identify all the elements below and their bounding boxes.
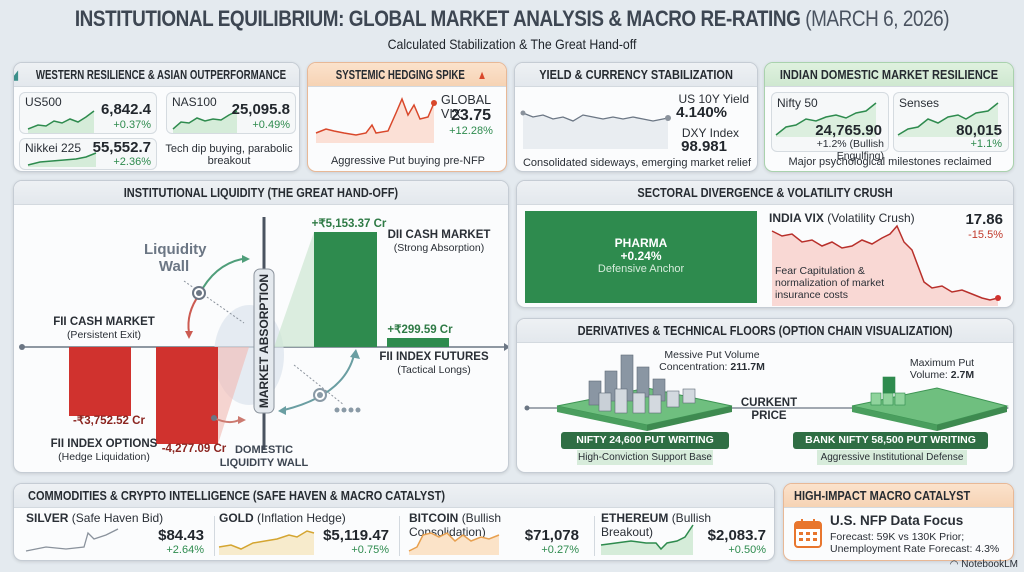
- current-price-label: CURKENT PRICE: [740, 397, 798, 422]
- page-title: INSTITUTIONAL EQUILIBRIUM: GLOBAL MARKET…: [74, 6, 950, 31]
- nifty-floor-badge: NIFTY 24,600 PUT WRITING FLOOR: [561, 432, 729, 463]
- sensex-sparkline: [897, 102, 999, 137]
- divider: [214, 516, 215, 556]
- western-note: Tech dip buying, parabolic breakout: [165, 143, 293, 167]
- nifty-volume-note: Messive Put Volume Concentration: 211.7M: [659, 349, 765, 373]
- sectoral-divergence-panel: SECTORAL DIVERGENCE & VOLATILITY CRUSH P…: [516, 180, 1014, 308]
- fii-options-value: -4,277.09 Cr: [161, 443, 227, 455]
- nas100-sparkline: [172, 110, 238, 133]
- catalyst-details: Forecast: 59K vs 130K Prior; Unemployment…: [830, 531, 1000, 555]
- market-absorption-label: MARKET ABSORPTION: [257, 273, 272, 409]
- commodities-crypto-panel: COMMODITIES & CRYPTO INTELLIGENCE (SAFE …: [13, 483, 775, 561]
- dii-cash-value: +₹5,153.37 Cr: [311, 218, 387, 230]
- ethereum-sparkline: [600, 524, 694, 555]
- silver-sparkline: [25, 528, 119, 552]
- nifty-sparkline: [775, 102, 877, 137]
- nifty-floor-sub: High-Conviction Support Base: [577, 450, 713, 465]
- us500-card: US500 6,842.4 +0.37%: [19, 92, 157, 134]
- fii-futures-label: FII INDEX FUTURES (Tactical Longs): [379, 351, 489, 376]
- liquidity-wall-label: Liquidity Wall: [144, 241, 207, 275]
- page-subtitle: Calculated Stabilization & The Great Han…: [387, 36, 637, 52]
- option-chain-visual: [524, 354, 1009, 431]
- leaf-icon: ◢: [14, 67, 18, 82]
- global-vix-chart: [315, 96, 437, 143]
- nifty50-card: Nifty 50 24,765.90 +1.2% (Bullish Engulf…: [771, 92, 889, 162]
- dii-cash-label: DII CASH MARKET (Strong Absorption): [387, 229, 491, 254]
- nikkei-sparkline: [27, 152, 97, 167]
- nas100-card: NAS100 25,095.8 +0.49%: [166, 92, 296, 134]
- gold-item: GOLD (Inflation Hedge) $5,119.47 +0.75%: [218, 511, 389, 556]
- western-resilience-panel: ◢ WESTERN RESILIENCE & ASIAN OUTPERFORMA…: [13, 62, 300, 172]
- institutional-liquidity-panel: INSTITUTIONAL LIQUIDITY (THE GREAT HAND-…: [13, 180, 509, 473]
- fii-cash-label: FII CASH MARKET (Persistent Exit): [53, 316, 155, 341]
- yield-currency-panel: YIELD & CURRENCY STABILIZATION US 10Y Yi…: [514, 62, 758, 172]
- us500-sparkline: [27, 110, 95, 133]
- fii-options-label: FII INDEX OPTIONS (Hedge Liquidation): [50, 438, 158, 463]
- domestic-wall-label: DOMESTIC LIQUIDITY WALL: [219, 444, 309, 469]
- pharma-sector-block: PHARMA +0.24% Defensive Anchor: [525, 211, 757, 303]
- panel-header: ◢ WESTERN RESILIENCE & ASIAN OUTPERFORMA…: [14, 63, 299, 87]
- gold-sparkline: [218, 530, 315, 555]
- notebooklm-brand: ◠ NotebookLM: [949, 559, 1018, 570]
- calendar-icon: [794, 519, 822, 548]
- catalyst-heading: U.S. NFP Data Focus: [830, 513, 964, 528]
- nikkei-card: Nikkei 225 55,552.7 +2.36%: [19, 138, 157, 170]
- silver-item: SILVER (Safe Haven Bid) $84.43 +2.64%: [25, 511, 204, 556]
- banknifty-floor-badge: BANK NIFTY 58,500 PUT WRITING FLOOR: [793, 432, 988, 463]
- india-vix-chart: [771, 224, 1001, 306]
- indian-market-panel: INDIAN DOMESTIC MARKET RESILIENCE Nifty …: [764, 62, 1014, 172]
- divider: [594, 516, 595, 556]
- warning-icon: ▲: [477, 67, 487, 82]
- banknifty-floor-sub: Aggressive Institutional Defense: [817, 450, 967, 465]
- macro-catalyst-panel: HIGH-IMPACT MACRO CATALYST U.S. NFP Data…: [783, 483, 1014, 561]
- notebooklm-logo-icon: ◠: [949, 559, 962, 570]
- bitcoin-item: BITCOIN (Bullish Consolidation) $71,078 …: [408, 511, 579, 556]
- sensex-card: Senses 80,015 +1.1%: [893, 92, 1009, 152]
- derivatives-panel: DERIVATIVES & TECHNICAL FLOORS (OPTION C…: [516, 318, 1014, 473]
- bitcoin-sparkline: [408, 532, 500, 555]
- liquidity-flow-chart: [19, 217, 508, 450]
- systemic-hedging-panel: SYSTEMIC HEDGING SPIKE ▲ GLOBAL VIX 23.7…: [307, 62, 507, 172]
- divider: [399, 516, 400, 556]
- banknifty-volume-note: Maximum Put Volume: 2.7M: [909, 357, 975, 381]
- fii-futures-value: +₹299.59 Cr: [387, 324, 453, 336]
- ethereum-item: ETHEREUM (Bullish Breakout) $2,083.7 +0.…: [600, 511, 766, 556]
- vix-note: Fear Capitulation & normalization of mark…: [775, 265, 885, 301]
- yield-chart: [520, 110, 671, 149]
- fii-cash-value: -₹3,752.52 Cr: [73, 415, 145, 427]
- india-vix-label: INDIA VIX (Volatility Crush): [769, 211, 915, 225]
